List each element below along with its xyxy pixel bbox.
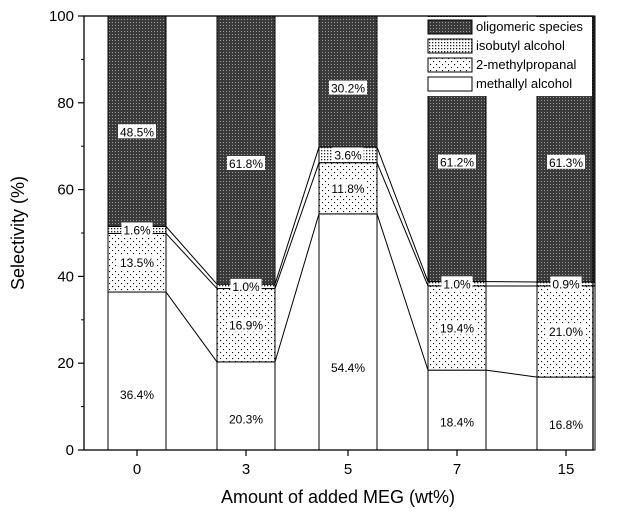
- data-label-oligomeric-species-3: 61.8%: [229, 157, 263, 171]
- data-label-bg-oligomeric-species-3: [227, 156, 265, 171]
- data-label-2-methylpropanal-7: 19.4%: [440, 322, 474, 336]
- x-axis-title: Amount of added MEG (wt%): [221, 487, 455, 507]
- legend: oligomeric species isobutyl alcohol 2-meth…: [426, 17, 592, 96]
- data-label-bg-isobutyl-alcohol-5: [332, 147, 364, 162]
- legend-label-isobutyl-alcohol: isobutyl alcohol: [476, 38, 565, 53]
- y-tick-label-0: 0: [66, 442, 74, 459]
- connector-line-3-0: [165, 226, 218, 285]
- x-tick-label-15: 15: [558, 461, 575, 478]
- y-tick-label-80: 80: [57, 95, 74, 112]
- bar-oligomeric-species-3: [216, 15, 276, 285]
- connector-line-1-1: [274, 213, 320, 363]
- x-tick-label-3: 3: [242, 461, 250, 478]
- data-labels: 36.4% 13.5% 1.6% 48.5% 20.3% 16.9% 1.0% 61.8% 54…: [118, 80, 585, 432]
- bar-methallyl-alcohol-7: [427, 369, 487, 451]
- data-label-bg-isobutyl-alcohol-15: [550, 276, 582, 291]
- connector-line-2-2: [376, 162, 429, 287]
- legend-label-methallyl-alcohol: methallyl alcohol: [476, 76, 572, 91]
- data-label-2-methylpropanal-3: 16.9%: [229, 319, 263, 333]
- connector-line-1-2: [376, 213, 429, 371]
- y-tick-label-60: 60: [57, 182, 74, 199]
- data-label-isobutyl-alcohol-15: 0.9%: [552, 277, 580, 291]
- data-label-isobutyl-alcohol-0: 1.6%: [123, 223, 151, 237]
- data-label-isobutyl-alcohol-3: 1.0%: [232, 280, 260, 294]
- data-label-methallyl-alcohol-3: 20.3%: [229, 413, 263, 427]
- legend-swatch-isobutyl-alcohol: [427, 38, 473, 54]
- bar-methallyl-alcohol-5: [318, 213, 378, 451]
- legend-label-2-methylpropanal: 2-methylpropanal: [476, 57, 577, 72]
- data-label-methallyl-alcohol-7: 18.4%: [440, 416, 474, 430]
- data-label-2-methylpropanal-15: 21.0%: [549, 325, 583, 339]
- x-tick-label-5: 5: [344, 461, 352, 478]
- bar-methallyl-alcohol-3: [216, 361, 276, 451]
- data-label-isobutyl-alcohol-7: 1.0%: [443, 277, 471, 291]
- data-label-bg-oligomeric-species-7: [438, 154, 476, 169]
- data-label-bg-oligomeric-species-15: [547, 154, 585, 169]
- data-label-oligomeric-species-15: 61.3%: [549, 156, 583, 170]
- bar-methallyl-alcohol-15: [536, 376, 596, 451]
- y-axis: 0 20 40 60 80 100: [49, 8, 84, 459]
- y-axis-title: Selectivity (%): [8, 176, 28, 290]
- data-label-oligomeric-species-7: 61.2%: [440, 156, 474, 170]
- connector-line-2-0: [165, 233, 218, 289]
- connector-line-3-2: [376, 146, 429, 282]
- data-label-bg-isobutyl-alcohol-3: [230, 278, 262, 293]
- data-label-bg-isobutyl-alcohol-7: [441, 276, 473, 291]
- connector-lines: [165, 146, 538, 378]
- data-label-isobutyl-alcohol-5: 3.6%: [334, 148, 362, 162]
- data-label-methallyl-alcohol-15: 16.8%: [549, 418, 583, 432]
- bar-oligomeric-species-0: [107, 15, 167, 227]
- connector-line-3-1: [274, 146, 320, 285]
- legend-swatch-oligomeric-species: [427, 19, 473, 35]
- data-label-methallyl-alcohol-5: 54.4%: [331, 361, 365, 375]
- y-tick-label-100: 100: [49, 8, 74, 25]
- data-label-bg-2-methylpropanal-3: [227, 317, 265, 332]
- data-label-bg-2-methylpropanal-7: [438, 320, 476, 335]
- legend-label-oligomeric-species: oligomeric species: [476, 19, 583, 34]
- data-label-bg-2-methylpropanal-0: [118, 255, 156, 270]
- data-label-methallyl-alcohol-0: 36.4%: [120, 388, 154, 402]
- x-axis: 0 3 5 7 15: [133, 450, 575, 478]
- connector-line-1-0: [165, 291, 218, 363]
- data-label-bg-oligomeric-species-5: [329, 80, 367, 95]
- x-tick-label-0: 0: [133, 461, 141, 478]
- data-label-bg-2-methylpropanal-15: [547, 324, 585, 339]
- connector-line-1-3: [485, 369, 538, 378]
- data-label-oligomeric-species-0: 48.5%: [120, 125, 154, 139]
- data-label-bg-oligomeric-species-0: [118, 124, 156, 139]
- connector-line-2-1: [274, 162, 320, 289]
- y-tick-label-40: 40: [57, 268, 74, 285]
- data-label-bg-isobutyl-alcohol-0: [121, 222, 153, 237]
- x-tick-label-7: 7: [453, 461, 461, 478]
- data-label-2-methylpropanal-5: 11.8%: [331, 182, 364, 196]
- y-tick-label-20: 20: [57, 355, 74, 372]
- data-label-bg-2-methylpropanal-5: [329, 180, 367, 195]
- data-label-2-methylpropanal-0: 13.5%: [120, 256, 154, 270]
- legend-swatch-2-methylpropanal: [427, 57, 473, 73]
- data-label-oligomeric-species-5: 30.2%: [331, 82, 365, 96]
- legend-swatch-methallyl-alcohol: [427, 76, 473, 92]
- bar-methallyl-alcohol-0: [107, 291, 167, 451]
